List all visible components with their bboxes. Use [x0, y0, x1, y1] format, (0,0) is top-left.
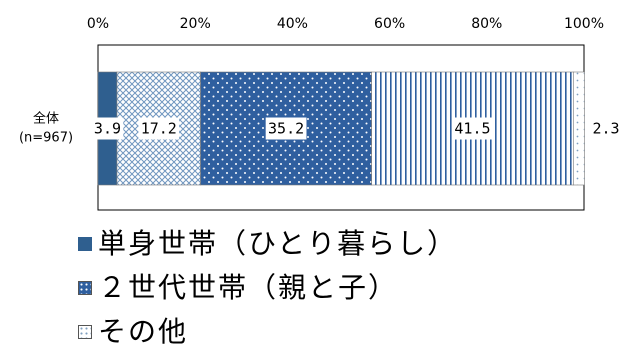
row-label-line: (n=967) [19, 131, 73, 146]
x-tick-label: 40% [277, 16, 308, 32]
bar-segment [573, 71, 585, 186]
data-label: 41.5 [454, 120, 490, 138]
legend-swatch [78, 325, 92, 339]
stacked-bar-chart: 0% 20% 40% 60% 80% 100% 3.9 17.2 35.2 41.5 2.3 全体… [19, 16, 620, 211]
row-label-line: 全体 [33, 111, 59, 127]
legend-swatch [78, 281, 92, 295]
x-tick-label: 60% [374, 16, 405, 32]
x-tick-label: 80% [471, 16, 502, 32]
data-label: 2.3 [592, 120, 619, 138]
legend-label: その他 [98, 315, 189, 348]
legend: 単身世帯（ひとり暮らし） ２世代世帯（親と子） その他 [78, 222, 457, 354]
legend-label: 単身世帯（ひとり暮らし） [98, 227, 458, 260]
legend-item: その他 [78, 310, 457, 354]
legend-label: ２世代世帯（親と子） [98, 271, 399, 304]
legend-item: 単身世帯（ひとり暮らし） [78, 222, 457, 266]
legend-swatch [78, 237, 92, 251]
data-label: 3.9 [94, 120, 121, 138]
x-tick-label: 0% [87, 16, 109, 32]
data-label: 35.2 [268, 120, 304, 138]
data-labels: 3.9 17.2 35.2 41.5 2.3 [91, 117, 620, 140]
x-axis-ticks: 0% 20% 40% 60% 80% 100% [87, 16, 604, 32]
x-tick-label: 20% [180, 16, 211, 32]
x-tick-label: 100% [564, 16, 604, 32]
data-label-background [265, 117, 307, 140]
row-label: 全体 (n=967) [19, 111, 73, 146]
data-label-background [452, 117, 493, 140]
data-label: 17.2 [141, 120, 177, 138]
data-label-background [91, 117, 124, 140]
data-label-background [138, 117, 180, 140]
legend-item: ２世代世帯（親と子） [78, 266, 457, 310]
